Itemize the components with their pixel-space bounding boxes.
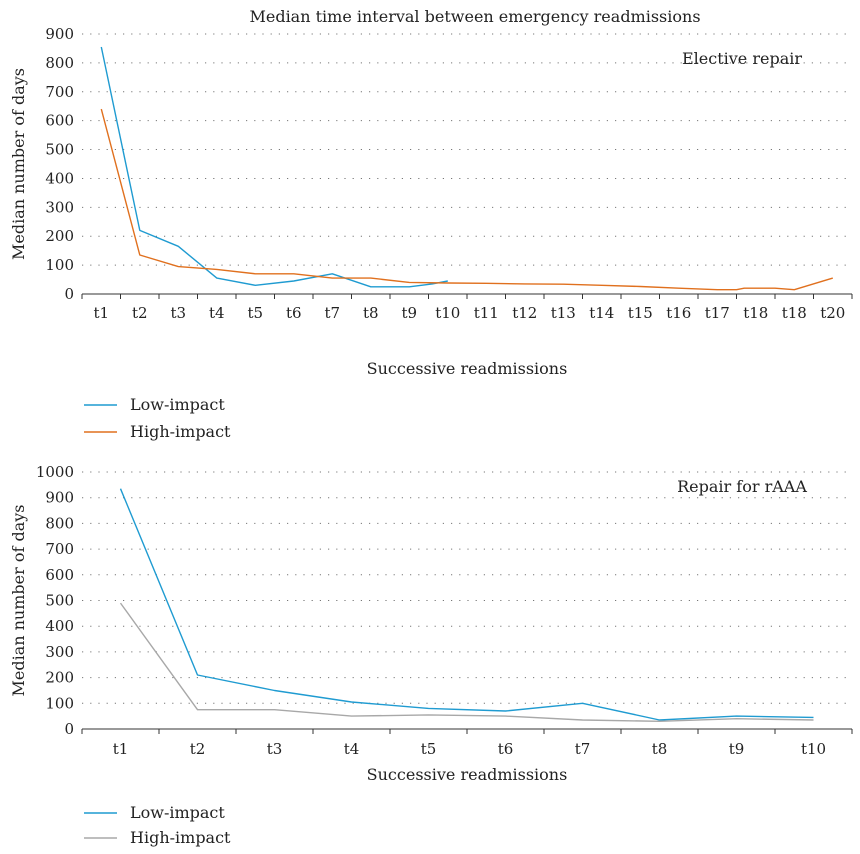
y-tick-label: 700 — [45, 540, 74, 558]
x-tick-label: t9 — [729, 740, 745, 758]
y-tick-label: 300 — [45, 198, 74, 216]
x-tick-label: t5 — [421, 740, 437, 758]
series-line-low-impact — [119, 488, 814, 721]
y-tick-label: 400 — [45, 617, 74, 635]
x-tick-label: t15 — [628, 304, 653, 322]
y-axis-title: Median number of days — [9, 504, 28, 696]
legend-entry: High-impact — [130, 828, 231, 847]
x-axis-title: Successive readmissions — [367, 359, 568, 378]
x-tick-label: t14 — [589, 304, 614, 322]
y-tick-label: 0 — [64, 720, 74, 738]
x-tick-label: t6 — [498, 740, 514, 758]
y-tick-label: 100 — [45, 256, 74, 274]
y-tick-label: 400 — [45, 169, 74, 187]
x-tick-label: t18 — [782, 304, 807, 322]
y-tick-label: 900 — [45, 25, 74, 43]
x-tick-label: t7 — [575, 740, 591, 758]
x-tick-label: t10 — [435, 304, 460, 322]
x-tick-label: t8 — [652, 740, 668, 758]
x-tick-label: t1 — [93, 304, 109, 322]
x-tick-label: t20 — [820, 304, 845, 322]
x-tick-label: t12 — [512, 304, 537, 322]
legend-entry: High-impact — [130, 422, 231, 441]
y-tick-label: 0 — [64, 285, 74, 303]
x-tick-label: t7 — [324, 304, 340, 322]
chart-title: Median time interval between emergency r… — [249, 7, 700, 26]
series-line-high-impact — [100, 108, 834, 291]
y-tick-label: 300 — [45, 643, 74, 661]
x-axis-title: Successive readmissions — [367, 765, 568, 784]
x-tick-label: t3 — [170, 304, 186, 322]
legend-entry: Low-impact — [130, 395, 225, 414]
series-line-low-impact — [100, 46, 448, 288]
y-tick-label: 100 — [45, 694, 74, 712]
panel-label: Repair for rAAA — [677, 477, 807, 496]
y-tick-label: 800 — [45, 54, 74, 72]
x-tick-label: t17 — [705, 304, 730, 322]
x-tick-label: t2 — [132, 304, 148, 322]
x-tick-label: t3 — [267, 740, 283, 758]
y-tick-label: 500 — [45, 592, 74, 610]
x-tick-label: t1 — [113, 740, 129, 758]
series-line-high-impact — [119, 602, 814, 722]
y-tick-label: 1000 — [36, 463, 74, 481]
y-tick-label: 500 — [45, 141, 74, 159]
x-tick-label: t8 — [363, 304, 379, 322]
elective-repair-chart: 0 100 200 300 400 500 600 700 800 900 t1 t2 t3 t4 t5 t6… — [9, 25, 853, 441]
y-tick-label: 600 — [45, 112, 74, 130]
x-tick-label: t9 — [401, 304, 417, 322]
x-tick-label: t18 — [743, 304, 768, 322]
x-tick-label: t4 — [344, 740, 360, 758]
legend-entry: Low-impact — [130, 803, 225, 822]
y-tick-label: 800 — [45, 514, 74, 532]
x-tick-label: t2 — [190, 740, 206, 758]
raaa-repair-chart: 0 100 200 300 400 500 600 700 800 900 1000 t1 t2 t3 t4… — [9, 463, 853, 847]
y-tick-label: 900 — [45, 489, 74, 507]
y-axis-title: Median number of days — [9, 68, 28, 260]
y-tick-label: 200 — [45, 227, 74, 245]
x-tick-label: t4 — [209, 304, 225, 322]
x-tick-label: t16 — [666, 304, 691, 322]
y-tick-label: 600 — [45, 566, 74, 584]
panel-label: Elective repair — [682, 49, 802, 68]
x-tick-label: t10 — [801, 740, 826, 758]
y-tick-label: 200 — [45, 669, 74, 687]
x-tick-label: t5 — [247, 304, 263, 322]
y-tick-label: 700 — [45, 83, 74, 101]
x-tick-label: t6 — [286, 304, 302, 322]
x-tick-label: t11 — [474, 304, 499, 322]
x-tick-label: t13 — [551, 304, 576, 322]
